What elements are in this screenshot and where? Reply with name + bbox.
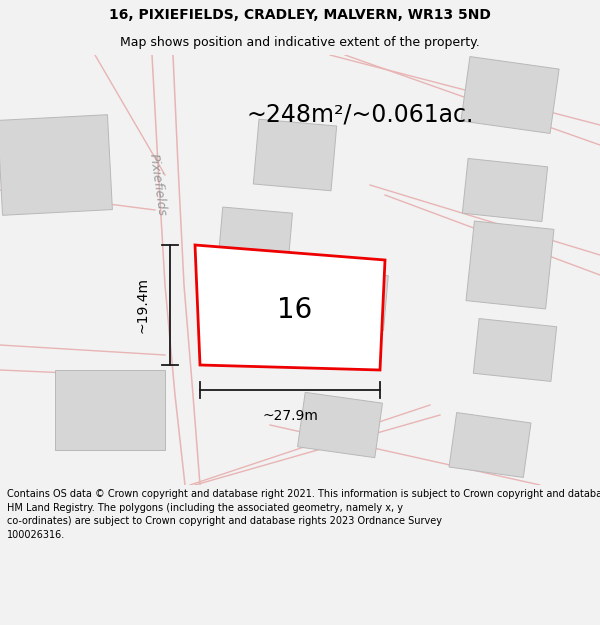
- Polygon shape: [312, 269, 388, 331]
- Text: ~27.9m: ~27.9m: [262, 409, 318, 423]
- Polygon shape: [0, 114, 112, 216]
- Text: Map shows position and indicative extent of the property.: Map shows position and indicative extent…: [120, 36, 480, 49]
- Polygon shape: [55, 370, 165, 450]
- Text: 16: 16: [277, 296, 313, 324]
- Text: ~248m²/~0.061ac.: ~248m²/~0.061ac.: [247, 103, 473, 127]
- Polygon shape: [218, 207, 292, 273]
- Polygon shape: [449, 412, 531, 478]
- Text: Contains OS data © Crown copyright and database right 2021. This information is : Contains OS data © Crown copyright and d…: [7, 489, 600, 540]
- Text: ~19.4m: ~19.4m: [135, 277, 149, 333]
- Polygon shape: [298, 392, 382, 458]
- Text: Pixiefields: Pixiefields: [147, 153, 169, 217]
- Text: 16, PIXIEFIELDS, CRADLEY, MALVERN, WR13 5ND: 16, PIXIEFIELDS, CRADLEY, MALVERN, WR13 …: [109, 8, 491, 22]
- Polygon shape: [466, 221, 554, 309]
- Polygon shape: [253, 119, 337, 191]
- Polygon shape: [463, 159, 548, 221]
- Polygon shape: [473, 319, 557, 381]
- Polygon shape: [461, 56, 559, 134]
- Polygon shape: [195, 245, 385, 370]
